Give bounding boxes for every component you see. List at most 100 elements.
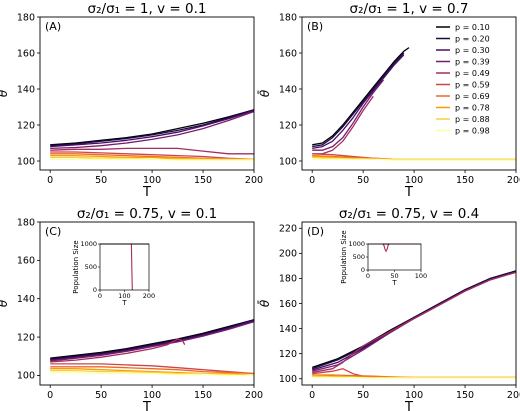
x-tick-label: 0 [309, 175, 315, 186]
series-group [312, 47, 516, 161]
y-tick-label: 180 [17, 12, 35, 23]
inset-plot: 0 100 200 0 500 1000 T Population Size [72, 240, 155, 307]
panel-a: σ₂/σ₁ = 1, v = 0.1 0 50 100 150 200 100 120 140 1… [0, 1, 263, 200]
series-line-10 [50, 158, 254, 161]
legend: p = 0.10 p = 0.20 p = 0.30 p = 0.39 p = 0.49… [436, 23, 490, 136]
series-line-10 [312, 376, 516, 379]
inset-x-tick-label: 200 [143, 292, 155, 300]
y-tick-label: 180 [279, 274, 297, 285]
x-tick-label: 200 [245, 390, 263, 401]
series-line-4 [312, 79, 385, 151]
series-line-8 [50, 368, 254, 377]
y-tick-label: 140 [17, 294, 35, 305]
y-tick-label: 180 [17, 217, 35, 228]
legend-entry: p = 0.49 [455, 69, 490, 78]
series-line-1 [50, 109, 254, 146]
series-line-3 [50, 109, 254, 148]
panel-title: σ₂/σ₁ = 0.75, v = 0.1 [77, 206, 217, 222]
series-line-10 [312, 158, 516, 161]
series-line-5 [312, 271, 516, 374]
y-axis-label: θ̄ [258, 299, 272, 307]
x-tick-label: 50 [95, 175, 107, 186]
inset-y-label: Population Size [340, 230, 348, 283]
y-tick-label: 120 [17, 120, 35, 131]
y-tick-label: 100 [279, 374, 297, 385]
x-tick-label: 50 [357, 390, 369, 401]
x-axis-label: T [142, 400, 151, 411]
panel-d: σ₂/σ₁ = 0.75, v = 0.4 0 50 100 150 200 100 120 1… [258, 206, 520, 411]
x-tick-label: 50 [95, 390, 107, 401]
panel-title: σ₂/σ₁ = 1, v = 0.1 [88, 1, 207, 17]
series-line-2 [312, 52, 405, 148]
inset-series-line [368, 243, 421, 253]
series-line-9 [50, 369, 254, 377]
y-tick-label: 140 [17, 84, 35, 95]
y-axis-label: θ̄ [0, 299, 10, 307]
series-line-2 [50, 109, 254, 147]
x-tick-label: 0 [47, 175, 53, 186]
inset-y-tick-label: 500 [85, 263, 97, 271]
series-line-5 [50, 338, 186, 363]
legend-entry: p = 0.59 [455, 81, 490, 90]
legend-entry: p = 0.78 [455, 104, 490, 113]
panel-c: σ₂/σ₁ = 0.75, v = 0.1 0 50 100 150 200 100 120 1… [0, 206, 263, 411]
y-tick-label: 100 [17, 371, 35, 382]
x-tick-label: 100 [143, 175, 161, 186]
x-axis-label: T [142, 185, 151, 200]
legend-entry: p = 0.88 [455, 115, 490, 124]
legend-entry: p = 0.20 [455, 35, 490, 44]
x-tick-label: 150 [456, 390, 474, 401]
inset-x-tick-label: 0 [98, 292, 102, 300]
y-tick-label: 140 [279, 84, 297, 95]
x-tick-label: 200 [507, 175, 520, 186]
y-axis-label: θ̄ [258, 89, 272, 97]
x-tick-label: 100 [405, 175, 423, 186]
series-line-3 [312, 271, 516, 371]
panel-b: σ₂/σ₁ = 1, v = 0.7 0 50 100 150 200 100 120 140 1… [258, 1, 520, 200]
inset-x-tick-label: 50 [390, 272, 398, 280]
panel-title: σ₂/σ₁ = 0.75, v = 0.4 [339, 206, 479, 222]
series-line-10 [50, 371, 254, 377]
series-line-2 [50, 319, 254, 360]
series-group [50, 319, 254, 377]
y-tick-label: 180 [279, 12, 297, 23]
series-line-1 [50, 319, 254, 359]
series-line-3 [312, 54, 405, 150]
y-tick-label: 120 [279, 120, 297, 131]
plot-frame [301, 16, 517, 171]
panel-title: σ₂/σ₁ = 1, v = 0.7 [350, 1, 469, 17]
panel-label: (C) [45, 225, 61, 238]
series-group [311, 270, 516, 379]
inset-x-tick-label: 0 [366, 272, 370, 280]
y-tick-label: 140 [279, 324, 297, 335]
x-tick-label: 100 [143, 390, 161, 401]
y-tick-label: 220 [279, 224, 297, 235]
x-tick-label: 0 [309, 390, 315, 401]
series-line-6 [50, 151, 254, 160]
x-axis-label: T [404, 185, 413, 200]
y-tick-label: 160 [279, 48, 297, 59]
series-line-5 [50, 147, 254, 155]
panel-label: (D) [307, 225, 324, 238]
x-tick-label: 150 [194, 390, 212, 401]
x-tick-label: 200 [507, 390, 520, 401]
x-tick-label: 150 [456, 175, 474, 186]
y-tick-label: 120 [17, 332, 35, 343]
legend-entry: p = 0.30 [455, 46, 490, 55]
series-line-6 [50, 363, 254, 375]
y-axis-label: θ̄ [0, 89, 10, 97]
legend-entry: p = 0.39 [455, 58, 490, 67]
panel-label: (A) [45, 20, 61, 33]
inset-y-tick-label: 500 [353, 253, 365, 261]
plot-frame [39, 16, 255, 171]
y-tick-label: 120 [279, 349, 297, 360]
inset-y-tick-label: 1000 [80, 240, 97, 248]
legend-entry: p = 0.98 [455, 127, 490, 136]
inset-y-tick-label: 0 [361, 266, 365, 274]
legend-entry: p = 0.10 [455, 23, 490, 32]
plot-frame [39, 221, 255, 386]
x-tick-label: 150 [194, 175, 212, 186]
y-tick-label: 160 [279, 299, 297, 310]
y-tick-label: 160 [17, 48, 35, 59]
